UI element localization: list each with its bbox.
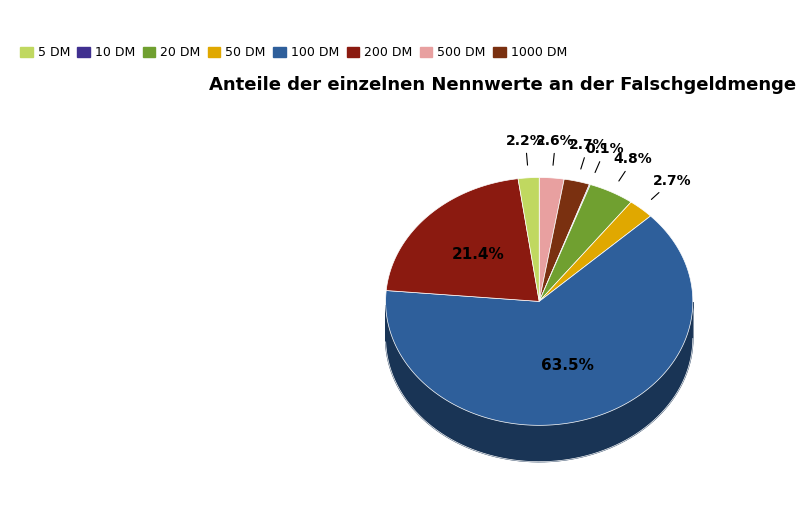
Text: 0.1%: 0.1% [586, 142, 625, 172]
Text: 2.6%: 2.6% [536, 134, 575, 165]
Text: 63.5%: 63.5% [541, 358, 594, 373]
Polygon shape [539, 179, 590, 301]
Polygon shape [539, 202, 650, 301]
Legend: 5 DM, 10 DM, 20 DM, 50 DM, 100 DM, 200 DM, 500 DM, 1000 DM: 5 DM, 10 DM, 20 DM, 50 DM, 100 DM, 200 D… [15, 41, 572, 64]
Text: 2.2%: 2.2% [506, 134, 545, 165]
Title: Anteile der einzelnen Nennwerte an der Falschgeldmenge (1996): Anteile der einzelnen Nennwerte an der F… [210, 76, 800, 94]
Polygon shape [386, 302, 693, 462]
Polygon shape [518, 178, 539, 301]
Polygon shape [386, 179, 539, 301]
Text: 2.7%: 2.7% [651, 174, 691, 199]
Polygon shape [539, 178, 564, 301]
Polygon shape [386, 216, 693, 425]
Polygon shape [539, 184, 590, 301]
Text: 2.7%: 2.7% [569, 138, 607, 169]
Text: 21.4%: 21.4% [452, 247, 504, 262]
Text: 4.8%: 4.8% [614, 152, 653, 181]
Polygon shape [539, 184, 631, 301]
